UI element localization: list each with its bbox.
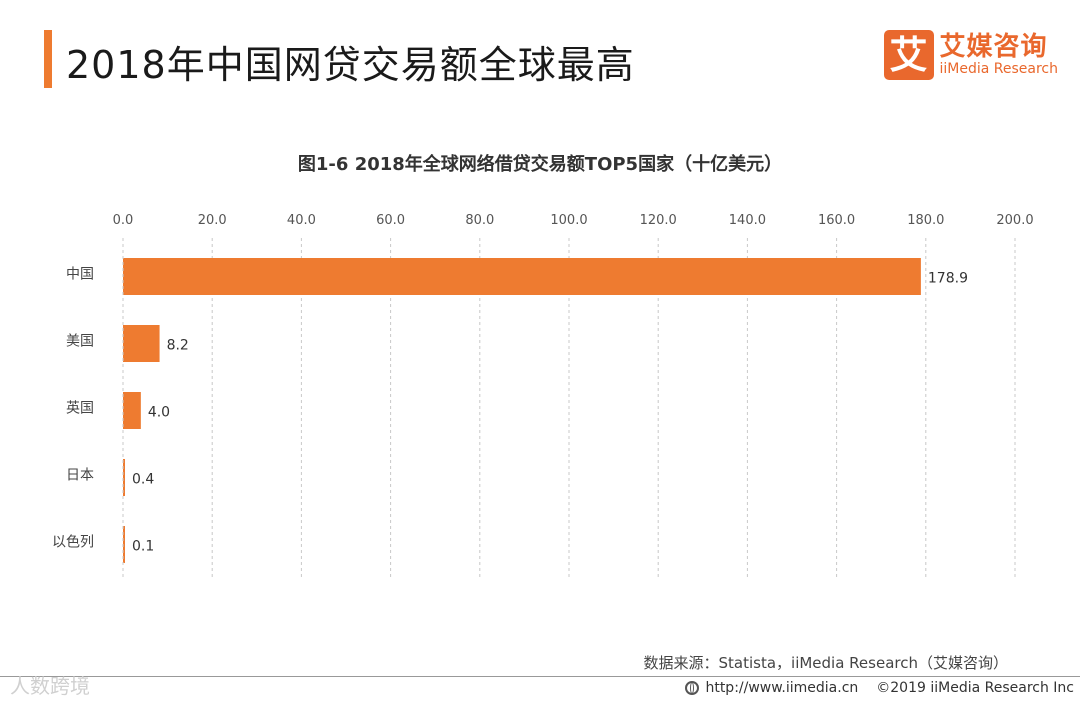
- x-tick-label: 100.0: [550, 213, 587, 228]
- footer-copyright: ©2019 iiMedia Research Inc: [876, 680, 1074, 696]
- bar: [123, 459, 125, 496]
- brand-name-en: iiMedia Research: [939, 61, 1059, 77]
- category-label: 以色列: [52, 534, 94, 551]
- footer: http://www.iimedia.cn ©2019 iiMedia Rese…: [685, 680, 1074, 696]
- x-tick-label: 20.0: [198, 213, 227, 228]
- x-tick-label: 40.0: [287, 213, 316, 228]
- data-label: 0.1: [132, 539, 154, 555]
- footer-divider: [0, 676, 1080, 677]
- x-tick-label: 80.0: [465, 213, 494, 228]
- bar: [123, 325, 160, 362]
- x-tick-label: 120.0: [640, 213, 677, 228]
- data-label: 178.9: [928, 271, 968, 287]
- brand-name-cn: 艾媒咨询: [939, 32, 1048, 62]
- watermark: 人数跨境: [10, 674, 90, 698]
- data-label: 0.4: [132, 472, 154, 488]
- data-source: 数据来源：Statista，iiMedia Research（艾媒咨询）: [643, 654, 1009, 672]
- category-label: 中国: [66, 267, 94, 283]
- page-title: 2018年中国网贷交易额全球最高: [66, 43, 635, 87]
- x-tick-label: 200.0: [996, 213, 1033, 228]
- title-accent-bar: [44, 30, 52, 88]
- data-label: 8.2: [167, 338, 189, 354]
- category-label: 日本: [66, 468, 94, 484]
- x-tick-label: 160.0: [818, 213, 855, 228]
- x-tick-label: 0.0: [113, 213, 134, 228]
- x-tick-label: 60.0: [376, 213, 405, 228]
- data-label: 4.0: [148, 405, 170, 421]
- bar: [123, 258, 921, 295]
- brand-mark-icon: 艾: [883, 30, 934, 80]
- chart-title: 图1-6 2018年全球网络借贷交易额TOP5国家（十亿美元）: [297, 154, 783, 175]
- category-label: 英国: [66, 400, 94, 417]
- bar: [123, 392, 141, 429]
- globe-icon: [685, 681, 700, 695]
- brand-text: 艾媒咨询 iiMedia Research: [940, 33, 1059, 77]
- footer-url[interactable]: http://www.iimedia.cn: [705, 680, 859, 696]
- x-tick-label: 180.0: [907, 213, 944, 228]
- brand-logo: 艾 艾媒咨询 iiMedia Research: [883, 30, 1059, 80]
- x-tick-label: 140.0: [729, 213, 766, 228]
- category-label: 美国: [66, 334, 94, 350]
- bar: [123, 526, 125, 563]
